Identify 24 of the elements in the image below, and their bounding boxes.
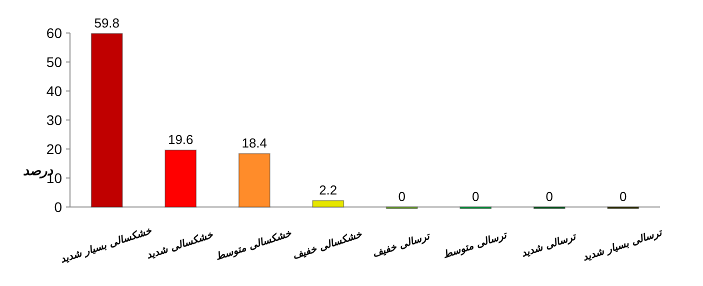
x-tick-label: ترسالی متوسط <box>442 230 510 262</box>
data-label: 18.4 <box>242 136 268 151</box>
y-tick-label: 20 <box>46 141 62 157</box>
bar <box>90 33 123 208</box>
data-label: 59.8 <box>94 16 120 31</box>
data-label: 19.6 <box>168 132 194 148</box>
data-label: 0 <box>546 189 553 204</box>
x-tick-label: خشکسالی متوسط <box>214 228 294 264</box>
data-label: 2.2 <box>319 182 338 198</box>
y-tick-label: 60 <box>46 25 62 41</box>
x-tick-label: ترسالی شدید <box>520 231 578 260</box>
data-label: 0 <box>620 189 627 204</box>
y-tick-label: 0 <box>54 199 62 215</box>
y-tick-label: 30 <box>46 112 62 128</box>
x-tick-label: خشکسالی خفیف <box>291 229 364 262</box>
data-label: 0 <box>472 189 480 204</box>
y-tick-label: 50 <box>46 54 62 70</box>
bar <box>312 200 344 208</box>
data-label: 0 <box>398 189 406 204</box>
y-tick-label: 40 <box>46 83 62 99</box>
x-tick-label: ترسالی خفیف <box>371 230 432 260</box>
x-tick-label: ترسالی بسیار شدید <box>581 227 664 264</box>
bar <box>164 150 197 208</box>
bar <box>238 153 270 208</box>
